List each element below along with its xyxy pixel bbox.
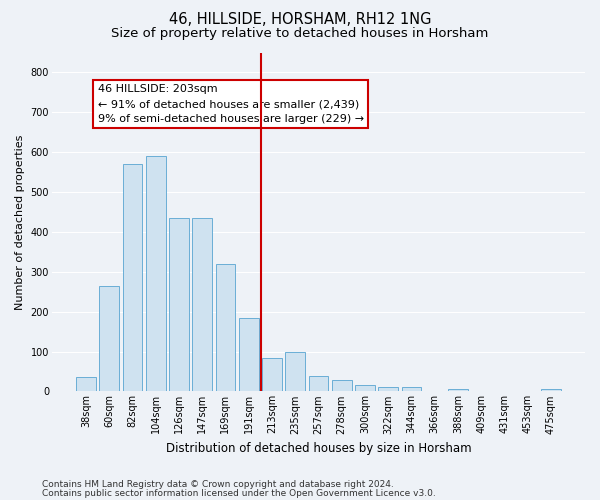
Text: 46 HILLSIDE: 203sqm
← 91% of detached houses are smaller (2,439)
9% of semi-deta: 46 HILLSIDE: 203sqm ← 91% of detached ho… — [98, 84, 364, 124]
Y-axis label: Number of detached properties: Number of detached properties — [15, 134, 25, 310]
Bar — [541, 388, 561, 392]
Bar — [239, 318, 259, 392]
Text: Contains HM Land Registry data © Crown copyright and database right 2024.: Contains HM Land Registry data © Crown c… — [42, 480, 394, 489]
Bar — [378, 386, 398, 392]
Bar — [355, 386, 375, 392]
Text: Contains public sector information licensed under the Open Government Licence v3: Contains public sector information licen… — [42, 488, 436, 498]
Bar — [76, 376, 96, 392]
X-axis label: Distribution of detached houses by size in Horsham: Distribution of detached houses by size … — [166, 442, 471, 455]
Bar — [262, 358, 282, 392]
Bar — [285, 352, 305, 392]
Text: 46, HILLSIDE, HORSHAM, RH12 1NG: 46, HILLSIDE, HORSHAM, RH12 1NG — [169, 12, 431, 28]
Text: Size of property relative to detached houses in Horsham: Size of property relative to detached ho… — [112, 28, 488, 40]
Bar — [193, 218, 212, 392]
Bar — [215, 264, 235, 392]
Bar — [448, 388, 468, 392]
Bar — [100, 286, 119, 392]
Bar — [401, 388, 421, 392]
Bar — [146, 156, 166, 392]
Bar — [169, 218, 189, 392]
Bar — [308, 376, 328, 392]
Bar — [332, 380, 352, 392]
Bar — [122, 164, 142, 392]
